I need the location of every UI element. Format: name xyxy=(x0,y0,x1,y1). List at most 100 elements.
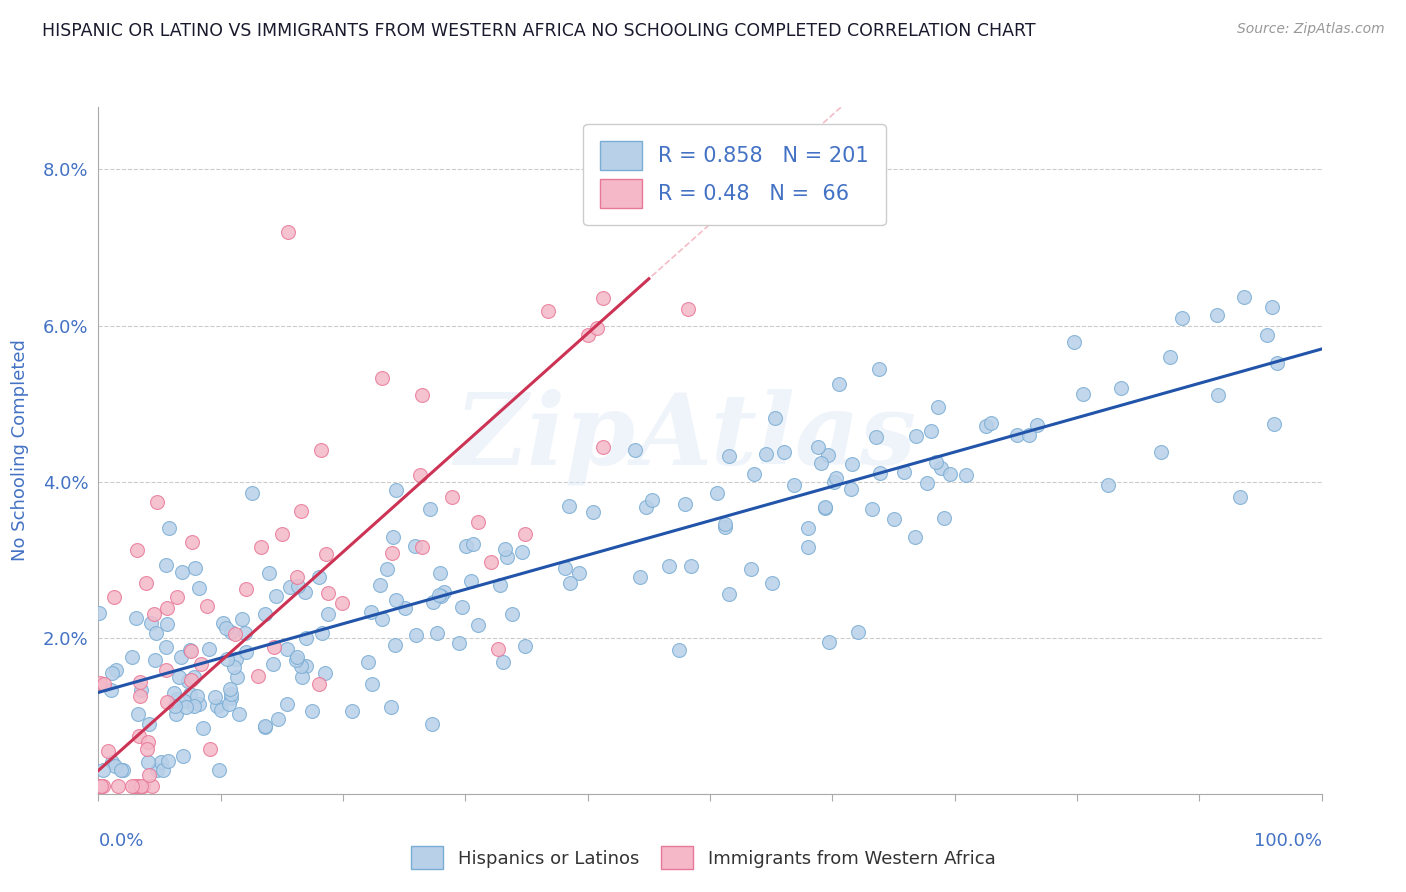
Point xyxy=(179,642,201,657)
Point xyxy=(129,689,152,703)
Point xyxy=(163,686,186,700)
Point xyxy=(825,471,848,485)
Point xyxy=(377,562,399,576)
Point xyxy=(814,500,837,515)
Text: ZipAtlas: ZipAtlas xyxy=(454,389,917,485)
Point xyxy=(371,612,394,626)
Point xyxy=(1071,387,1094,401)
Point xyxy=(208,764,231,778)
Point xyxy=(467,618,489,632)
Point xyxy=(262,657,284,671)
Point xyxy=(419,501,441,516)
Point xyxy=(87,779,110,793)
Point xyxy=(253,719,276,733)
Point xyxy=(332,596,354,610)
Point xyxy=(180,673,202,687)
Point xyxy=(1111,381,1133,395)
Point xyxy=(479,556,502,570)
Point xyxy=(920,425,942,439)
Point xyxy=(1018,427,1040,442)
Point xyxy=(592,291,614,305)
Point xyxy=(110,764,132,778)
Point xyxy=(181,535,204,549)
Point xyxy=(166,691,188,706)
Point xyxy=(868,362,890,376)
Point xyxy=(676,301,699,316)
Point xyxy=(489,578,512,592)
Point xyxy=(925,455,948,469)
Point xyxy=(713,516,735,531)
Point xyxy=(198,742,221,756)
Point xyxy=(537,304,560,318)
Point xyxy=(839,483,862,497)
Point xyxy=(136,742,159,756)
Point xyxy=(167,670,190,684)
Point xyxy=(111,764,134,778)
Point xyxy=(515,639,537,653)
Point xyxy=(1263,417,1285,431)
Point xyxy=(641,492,664,507)
Point xyxy=(308,677,330,691)
Point xyxy=(371,371,394,385)
Point xyxy=(772,444,794,458)
Point xyxy=(188,697,211,711)
Point xyxy=(89,676,111,690)
Point xyxy=(797,521,820,535)
Point xyxy=(360,605,382,619)
Point xyxy=(136,735,159,749)
Point xyxy=(1256,328,1278,343)
Point xyxy=(817,448,839,462)
Point xyxy=(212,615,235,630)
Point xyxy=(152,764,174,778)
Point xyxy=(665,146,688,161)
Point xyxy=(706,485,728,500)
Point xyxy=(224,627,246,641)
Point xyxy=(291,670,314,684)
Point xyxy=(357,655,380,669)
Point xyxy=(447,636,470,650)
Point xyxy=(636,500,658,514)
Point xyxy=(893,465,915,479)
Point xyxy=(938,467,960,481)
Point xyxy=(254,607,277,622)
Point xyxy=(841,457,863,471)
Point xyxy=(209,703,232,717)
Point xyxy=(254,720,277,734)
Point xyxy=(411,388,433,402)
Point xyxy=(586,321,609,335)
Point xyxy=(927,400,949,414)
Point xyxy=(658,558,681,573)
Point xyxy=(219,681,242,696)
Point xyxy=(558,499,581,513)
Point xyxy=(1205,308,1227,322)
Point xyxy=(166,590,188,604)
Point xyxy=(979,416,1001,430)
Point xyxy=(174,700,197,714)
Text: HISPANIC OR LATINO VS IMMIGRANTS FROM WESTERN AFRICA NO SCHOOLING COMPLETED CORR: HISPANIC OR LATINO VS IMMIGRANTS FROM WE… xyxy=(42,22,1036,40)
Point xyxy=(138,768,160,782)
Point xyxy=(127,707,149,722)
Point xyxy=(121,779,143,793)
Point xyxy=(267,712,290,726)
Point xyxy=(170,650,193,665)
Point xyxy=(429,566,451,580)
Point xyxy=(295,631,318,645)
Point xyxy=(278,581,301,595)
Point xyxy=(763,411,786,425)
Point xyxy=(156,616,179,631)
Point xyxy=(340,704,363,718)
Point xyxy=(91,779,114,793)
Point xyxy=(190,657,212,672)
Point xyxy=(848,624,870,639)
Text: 0.0%: 0.0% xyxy=(98,831,143,850)
Point xyxy=(381,546,404,560)
Point xyxy=(240,486,263,500)
Point xyxy=(183,669,205,683)
Point xyxy=(411,541,433,555)
Point xyxy=(460,574,482,588)
Point xyxy=(810,456,832,470)
Point xyxy=(180,644,202,658)
Point xyxy=(155,558,177,573)
Point xyxy=(1265,355,1288,369)
Point xyxy=(433,585,456,599)
